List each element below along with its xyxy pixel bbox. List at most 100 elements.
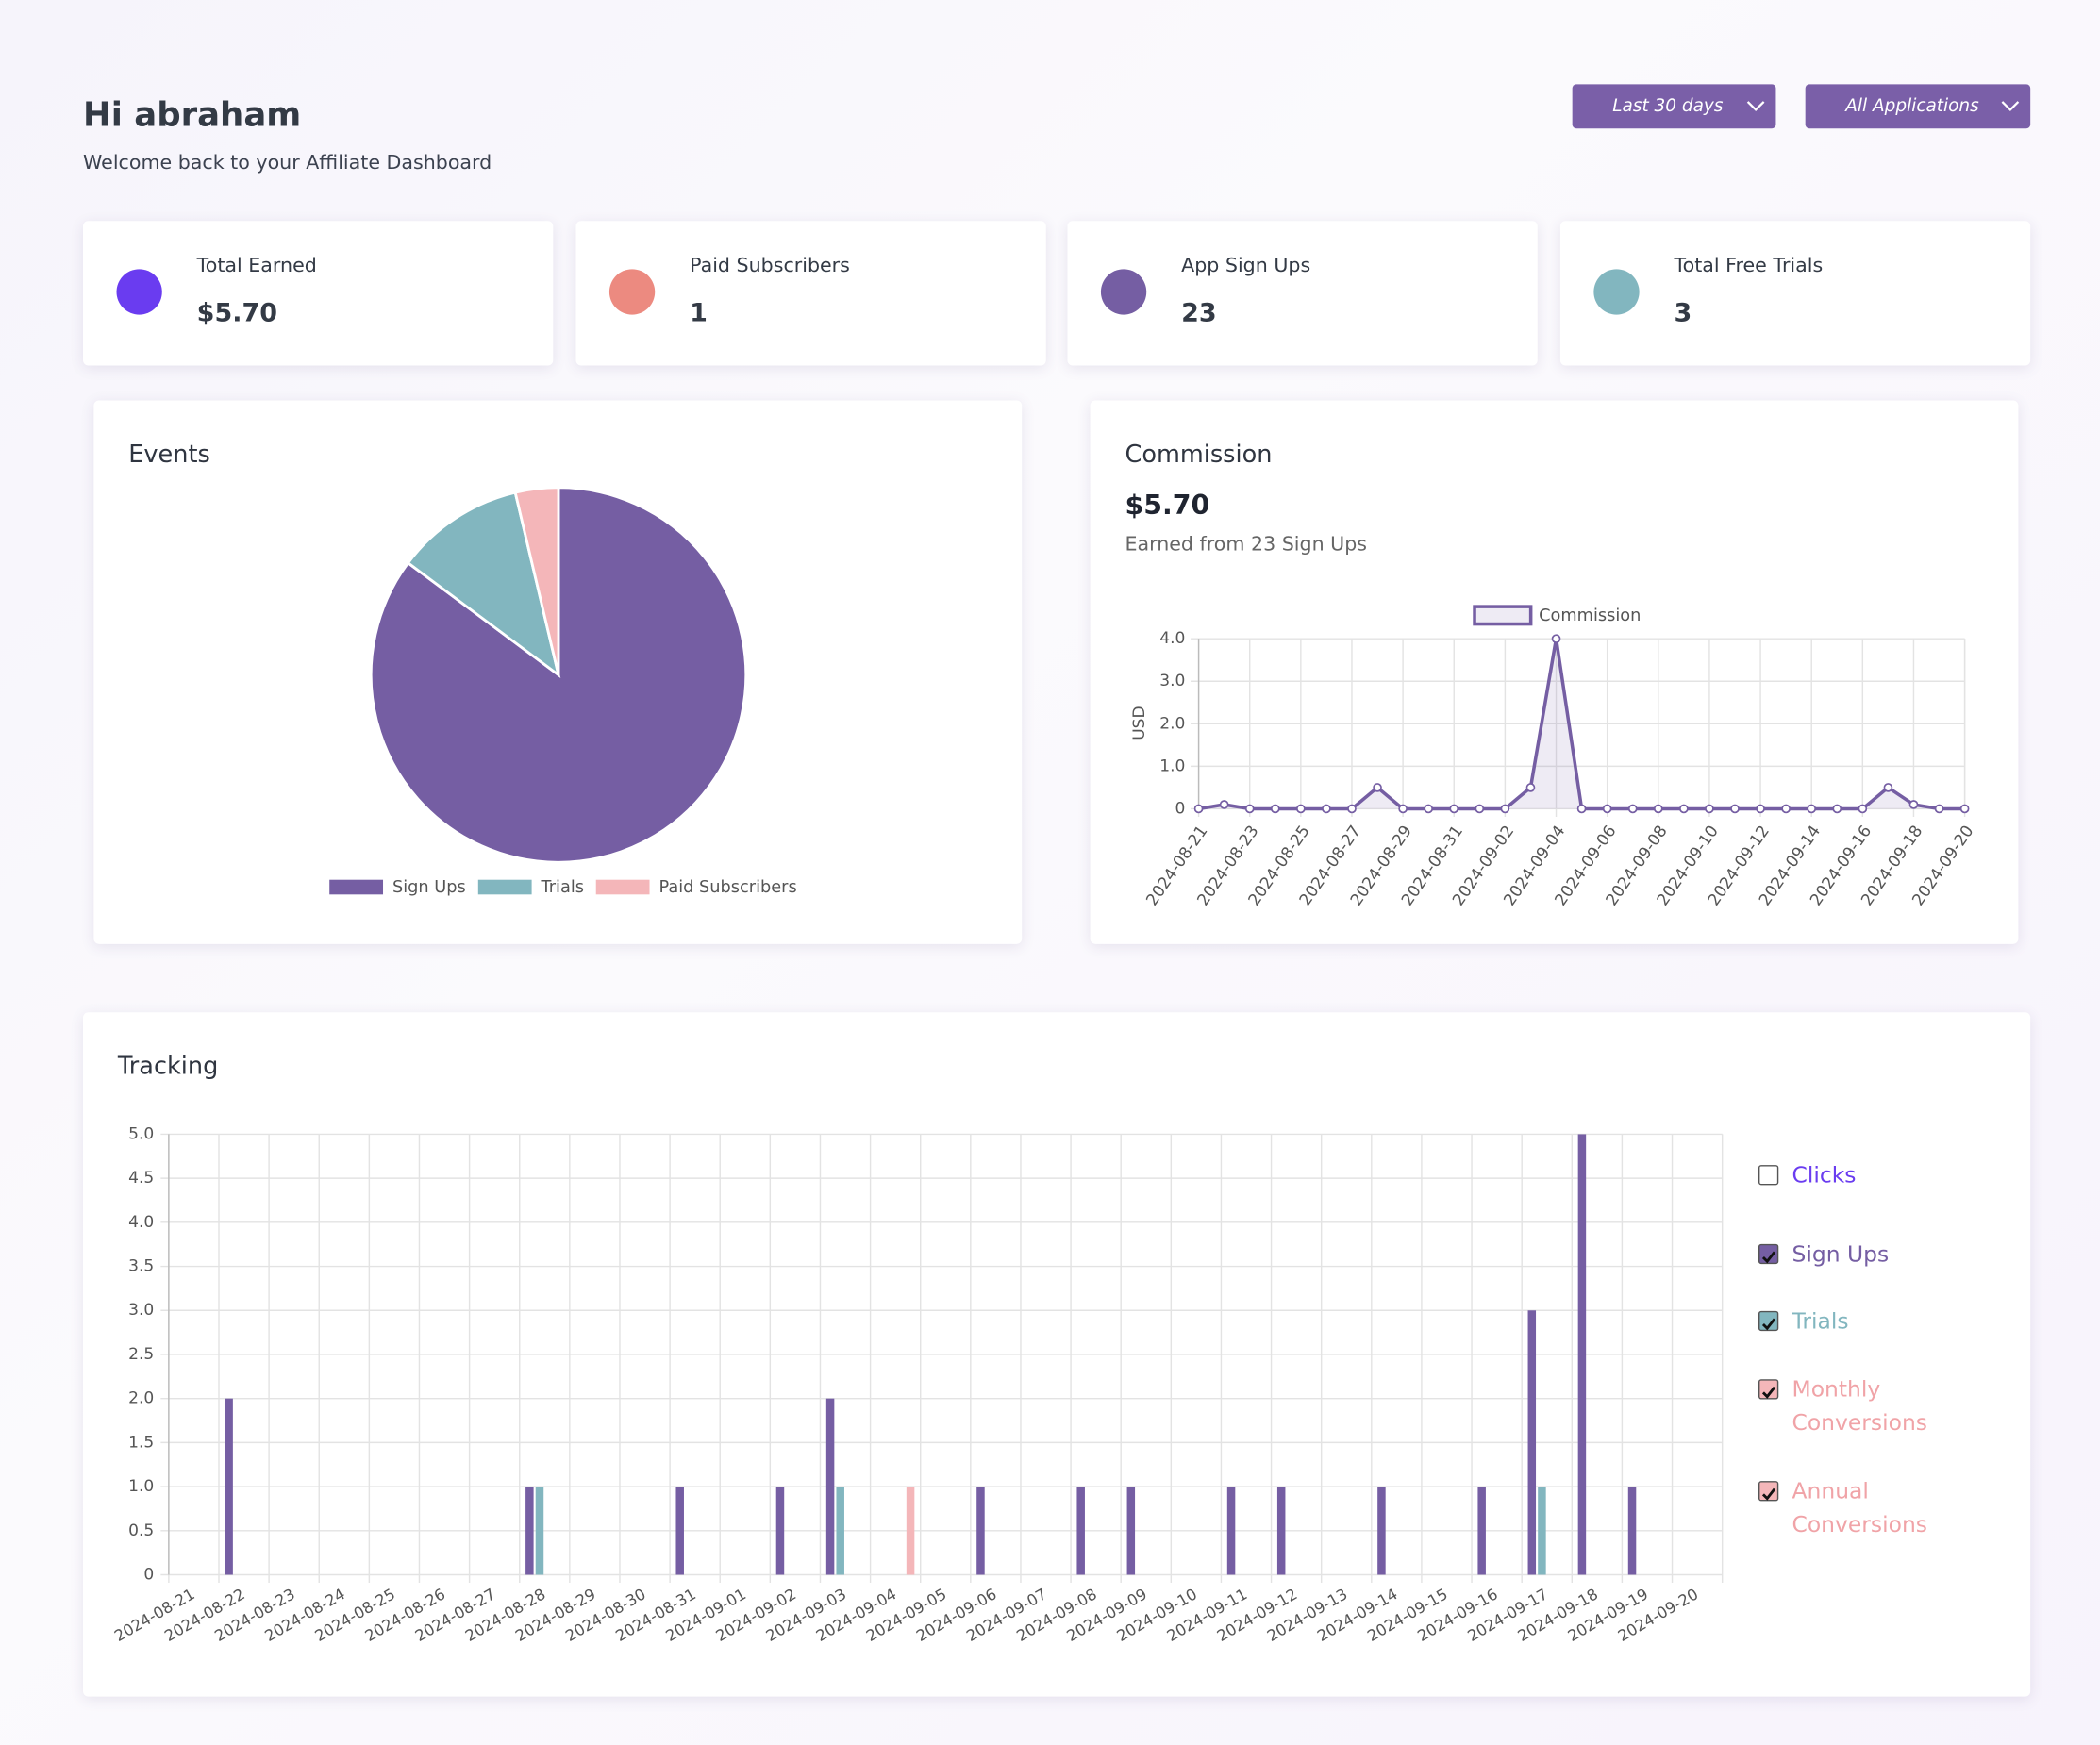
bar [1276,1487,1286,1575]
bar [525,1487,534,1575]
commission-note: Earned from 23 Sign Ups [1125,534,1368,557]
legend-item[interactable]: Clicks [1758,1162,1940,1191]
line-point [1832,804,1842,814]
line-point [1576,804,1587,814]
checkbox [1758,1481,1779,1502]
line-point [1627,804,1638,814]
bar [1577,1134,1587,1575]
check-mark [1761,1386,1776,1399]
y-tick-label: 2.5 [128,1345,154,1364]
stat-label: Total Free Trials [1674,256,1824,277]
line-point [1424,804,1434,814]
bar [775,1487,785,1575]
y-tick-label: 1.5 [128,1433,154,1452]
check-mark [1761,1318,1776,1331]
bar [1538,1487,1546,1575]
bar [1627,1487,1637,1575]
y-tick-label: 4.0 [128,1213,154,1232]
legend-label: Sign Ups [1792,1241,1890,1267]
stat-icon [1100,269,1147,315]
stat-value: $5.70 [196,298,278,328]
bar [1527,1310,1537,1575]
date-range-dropdown[interactable]: Last 30 days [1572,84,1776,129]
line-point [1449,804,1459,814]
dropdown-label: Last 30 days [1612,96,1724,117]
stat-card: Total Free Trials 3 [1559,221,2031,366]
legend-label: Monthly Conversions [1792,1376,1928,1436]
pie-slice [513,486,560,675]
line-point [1193,804,1204,814]
application-dropdown[interactable]: All Applications [1805,84,2031,129]
y-tick-label: 4.0 [1159,629,1185,648]
line-point [1475,804,1485,814]
bar [675,1487,684,1575]
legend-label: Commission [1539,607,1641,625]
legend-item[interactable]: Sign Ups [1758,1241,1940,1271]
bar [225,1398,233,1575]
stat-value: 23 [1181,298,1217,328]
line-point [1322,804,1331,814]
line-point [1244,804,1255,814]
y-tick-label: 2.0 [128,1389,154,1408]
card-title: Tracking [117,1052,219,1081]
y-tick-label: 4.5 [128,1169,154,1188]
stat-icon [116,269,162,315]
y-tick-label: 1.0 [1159,756,1185,775]
y-tick-label: 3.0 [128,1301,154,1320]
checkbox [1758,1379,1779,1400]
line-point [1602,804,1612,814]
y-tick-label: 1.0 [128,1477,154,1496]
pie-slice [406,490,561,678]
commission-amount: $5.70 [1125,489,1210,522]
line-point [1908,800,1919,809]
line-point [1756,804,1765,814]
commission-card: Commission $5.70 Earned from 23 Sign Ups [1090,400,2019,944]
line-point [1807,804,1817,814]
line-point [1525,783,1536,792]
legend-label: Clicks [1792,1162,1857,1188]
check-mark [1761,1487,1776,1501]
legend-label: Trials [1792,1307,1849,1334]
stat-icon [608,269,656,315]
y-tick-label: 3.0 [1159,672,1185,690]
chevron [2001,101,2020,112]
line-point [1705,804,1714,814]
y-tick-label: 0 [1175,799,1186,818]
legend-item[interactable]: Trials [1758,1308,1940,1338]
bar [1126,1487,1136,1575]
line-point [1270,804,1280,814]
stat-icon [1593,269,1640,315]
line-point [1730,804,1740,814]
y-tick-label: 0 [143,1565,154,1584]
legend-item[interactable]: Monthly Conversions [1758,1376,1940,1439]
line-point [1934,804,1944,814]
bar [836,1487,844,1575]
stat-card: Total Earned $5.70 [83,221,554,366]
legend-label: Trials [541,878,584,897]
line-point [1883,783,1893,792]
legend-swatch [595,879,650,895]
stat-value: 3 [1674,298,1692,328]
line-point [1959,804,1970,814]
bar [825,1398,835,1575]
line-point [1219,800,1229,809]
bar [976,1487,985,1575]
y-tick-label: 0.5 [128,1521,154,1540]
checkbox [1758,1243,1779,1265]
dropdown-label: All Applications [1845,96,1979,117]
checkbox [1758,1165,1779,1186]
legend-swatch [329,879,384,895]
line-point [1500,804,1510,814]
legend-item[interactable]: Annual Conversions [1758,1478,1940,1541]
line-point [1398,804,1408,814]
y-axis-label: USD [1130,706,1149,740]
stat-label: Total Earned [196,256,317,277]
stat-label: Paid Subscribers [690,256,850,277]
line-point [1347,804,1357,814]
greeting: Hi abraham [83,94,302,134]
line-point [1781,804,1791,814]
card-title: Commission [1125,440,1273,469]
legend-label: Annual Conversions [1792,1478,1928,1537]
stat-card: App Sign Ups 23 [1067,221,1538,366]
